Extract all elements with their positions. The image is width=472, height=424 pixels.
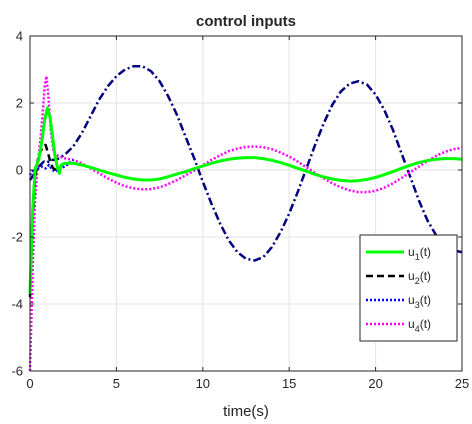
legend-label-2: u2(t): [408, 269, 431, 286]
chart-title: control inputs: [196, 13, 296, 30]
x-tick-label: 20: [368, 376, 382, 391]
plot-frame: [29, 35, 463, 372]
y-tick-label: 4: [16, 29, 23, 44]
x-tick-label: 15: [282, 376, 296, 391]
series-layer: [28, 64, 463, 372]
y-tick-label: -6: [11, 364, 23, 379]
series-line-1: [28, 106, 463, 294]
y-tick-label: 2: [16, 96, 23, 111]
x-tick-label: 25: [455, 376, 469, 391]
series-line-4: [28, 74, 463, 372]
legend-label-3: u3(t): [408, 293, 431, 310]
y-tick-label: -4: [11, 297, 23, 312]
legend-label-4: u4(t): [408, 317, 431, 334]
series-line-2: [28, 143, 57, 298]
x-tick-label: 10: [196, 376, 210, 391]
x-tick-label: 5: [113, 376, 120, 391]
x-axis-label: time(s): [223, 403, 269, 420]
y-tick-label: 0: [16, 163, 23, 178]
y-tick-label: -2: [11, 230, 23, 245]
legend: u1(t) u2(t) u3(t) u4(t): [359, 234, 458, 342]
legend-label-1: u1(t): [408, 245, 431, 262]
x-tick-label: 0: [26, 376, 33, 391]
